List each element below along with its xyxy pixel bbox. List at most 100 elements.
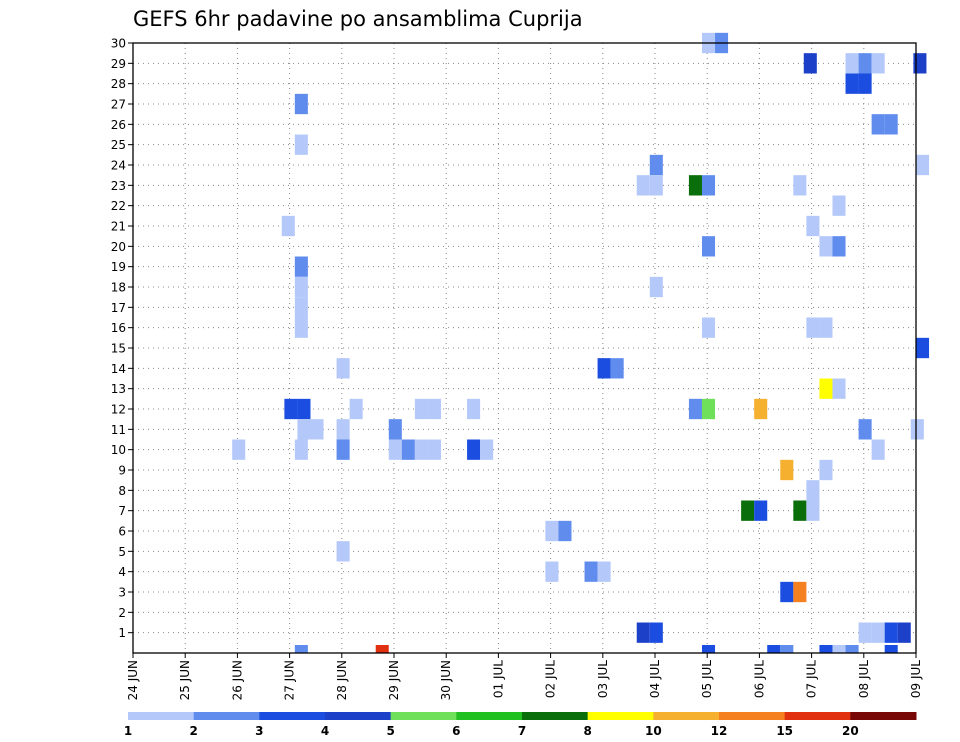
y-tick-label: 15 [111, 342, 126, 356]
precip-cell [832, 236, 846, 257]
precip-cell [871, 53, 885, 74]
precip-cell [388, 439, 402, 460]
y-tick-label: 6 [118, 525, 126, 539]
precip-cell [754, 500, 768, 521]
precip-cell [297, 419, 311, 440]
y-tick-label: 2 [118, 606, 126, 620]
precip-cell [884, 622, 898, 643]
precip-cell [649, 154, 663, 176]
precip-cell [294, 645, 308, 653]
precip-cell [913, 53, 927, 74]
precip-cell [701, 645, 716, 653]
precip-cell [897, 622, 911, 643]
precip-cell [688, 175, 702, 196]
colorbar-swatch [128, 712, 195, 720]
precip-cell [610, 358, 624, 379]
data-cells-layer [232, 32, 930, 653]
precip-cell [467, 398, 481, 420]
y-tick-label: 11 [111, 423, 126, 437]
x-tick-label: 05 JUL [700, 660, 714, 698]
precip-cell [294, 134, 308, 155]
y-tick-label: 10 [111, 443, 126, 457]
colorbar-label: 2 [189, 724, 197, 738]
precip-cell [558, 520, 572, 542]
x-tick-label: 03 JUL [596, 660, 610, 698]
chart-title: GEFS 6hr padavine po ansamblima Cuprija [133, 7, 583, 31]
precip-cell [545, 561, 559, 582]
colorbar-swatch [456, 712, 523, 720]
precip-cell [845, 645, 859, 653]
precip-cell [649, 622, 663, 643]
y-tick-label: 29 [111, 57, 126, 71]
colorbar-label: 12 [711, 724, 728, 738]
y-tick-label: 20 [111, 240, 126, 254]
precip-cell [754, 398, 768, 420]
precip-cell [480, 439, 494, 460]
x-tick-label: 29 JUN [387, 660, 401, 700]
colorbar: 1 2 3 4 5 6 7 8 10 12 15 20 [124, 712, 917, 738]
y-tick-label: 1 [118, 626, 126, 640]
y-tick-label: 8 [118, 484, 126, 498]
colorbar-swatch [522, 712, 589, 720]
precip-cell [284, 398, 298, 420]
precip-cell [294, 276, 308, 298]
y-tick-label: 5 [118, 545, 126, 559]
y-tick-label: 9 [118, 464, 126, 478]
precip-cell [806, 317, 820, 338]
precip-cell [884, 114, 898, 135]
y-tick-label: 12 [111, 403, 126, 417]
precip-cell [584, 561, 598, 582]
precip-cell [858, 622, 872, 643]
colorbar-label: 4 [321, 724, 329, 738]
x-tick-label: 27 JUN [283, 660, 297, 700]
precip-cell [701, 317, 716, 338]
precip-cell [336, 541, 350, 562]
colorbar-label: 8 [583, 724, 591, 738]
colorbar-label: 1 [124, 724, 132, 738]
precip-cell [767, 645, 781, 653]
x-tick-label: 06 JUL [752, 660, 766, 698]
x-tick-label: 09 JUL [909, 660, 923, 698]
precip-cell [375, 645, 389, 653]
x-tick-label: 30 JUN [439, 660, 453, 700]
y-tick-label: 25 [111, 138, 126, 152]
precip-cell [545, 520, 559, 542]
y-tick-label: 16 [111, 321, 126, 335]
precip-cell [884, 645, 898, 653]
precip-cell [832, 645, 846, 653]
x-tick-label: 01 JUL [491, 660, 505, 698]
y-tick-label: 19 [111, 260, 126, 274]
precip-cell [636, 622, 650, 643]
x-tick-label: 24 JUN [126, 660, 140, 700]
colorbar-swatch [325, 712, 392, 720]
y-tick-label: 7 [118, 504, 126, 518]
x-tick-label: 02 JUL [544, 660, 558, 698]
precip-cell [858, 73, 872, 94]
precip-cell [806, 500, 820, 521]
precip-cell [845, 73, 859, 94]
precip-cell [401, 439, 415, 460]
precip-cell [597, 561, 611, 582]
precip-cell [636, 175, 650, 196]
precip-cell [294, 93, 308, 115]
precip-cell [649, 276, 663, 298]
precip-cell [701, 236, 716, 257]
colorbar-swatch [193, 712, 260, 720]
precip-cell [427, 439, 441, 460]
colorbar-label: 6 [452, 724, 460, 738]
precip-cell [819, 459, 833, 481]
y-tick-label: 13 [111, 382, 126, 396]
colorbar-swatch [719, 712, 786, 720]
precip-cell [297, 398, 311, 420]
colorbar-swatch [587, 712, 654, 720]
y-tick-label: 27 [111, 98, 126, 112]
y-tick-label: 17 [111, 301, 126, 315]
colorbar-label: 3 [255, 724, 263, 738]
x-tick-label: 07 JUL [805, 660, 819, 698]
axis-ticks-layer: 1234567891011121314151617181920212223242… [111, 37, 923, 701]
colorbar-label: 15 [776, 724, 793, 738]
precip-cell [414, 439, 428, 460]
y-tick-label: 21 [111, 220, 126, 234]
colorbar-swatch [653, 712, 720, 720]
